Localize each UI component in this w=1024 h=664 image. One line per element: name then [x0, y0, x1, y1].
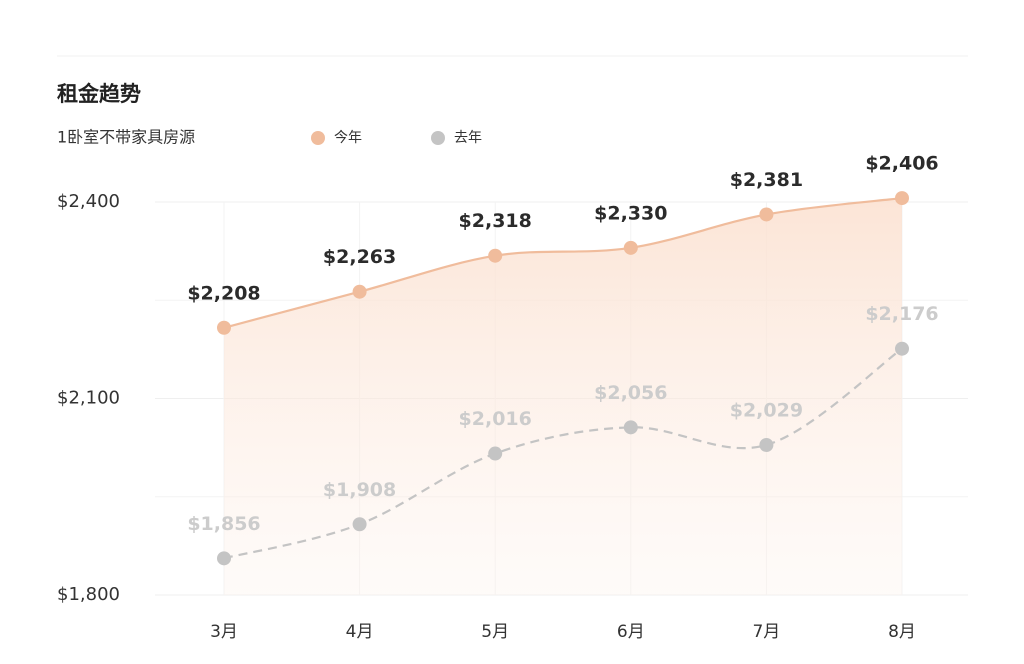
x-tick-label: 4月 — [346, 622, 374, 642]
point — [759, 207, 774, 222]
area — [224, 198, 902, 595]
y-tick-label: $2,400 — [57, 191, 120, 212]
point — [352, 517, 367, 532]
legend-label: 今年 — [334, 130, 362, 146]
line — [223, 347, 903, 560]
legend-marker — [311, 131, 325, 145]
value-label: $2,406 — [865, 153, 938, 175]
y-tick-label: $1,800 — [57, 584, 120, 605]
point — [759, 438, 774, 453]
chart-subtitle: 1卧室不带家具房源 — [57, 128, 195, 147]
y-tick-label: $2,100 — [57, 388, 120, 409]
value-label: $2,381 — [730, 169, 803, 191]
point — [352, 284, 367, 299]
x-tick-label: 7月 — [752, 622, 780, 642]
point — [217, 320, 231, 335]
chart-title: 租金趋势 — [57, 82, 141, 106]
value-label: $2,208 — [187, 282, 260, 304]
point — [623, 240, 638, 255]
value-label: $2,330 — [594, 202, 667, 224]
x-tick-label: 5月 — [481, 622, 509, 642]
x-tick-label: 3月 — [210, 622, 238, 642]
point — [623, 420, 638, 435]
point — [895, 191, 909, 206]
line — [223, 196, 903, 329]
value-label: $1,856 — [187, 513, 260, 535]
value-label: $2,016 — [459, 408, 532, 430]
value-label: $2,029 — [730, 400, 803, 422]
value-label: $2,263 — [323, 246, 396, 268]
x-tick-label: 6月 — [617, 622, 645, 642]
value-label: $2,318 — [459, 210, 532, 232]
legend-marker — [431, 131, 445, 145]
point — [895, 341, 909, 356]
point — [488, 446, 503, 461]
value-label: $1,908 — [323, 479, 396, 501]
point — [488, 248, 503, 263]
value-label: $2,056 — [594, 382, 667, 404]
value-label: $2,176 — [865, 303, 938, 325]
legend-label: 去年 — [454, 130, 482, 146]
x-tick-label: 8月 — [888, 622, 916, 642]
point — [217, 551, 231, 566]
